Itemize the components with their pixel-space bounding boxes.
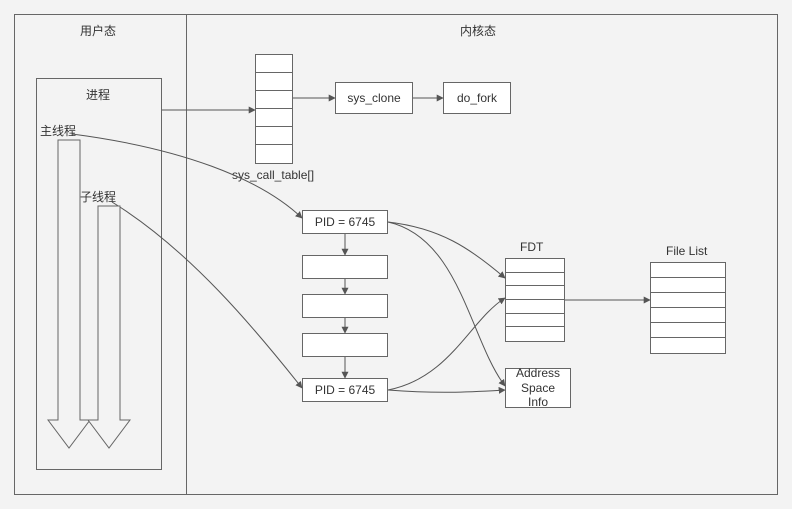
sys-call-table-label: sys_call_table[] bbox=[232, 168, 314, 182]
divider-line bbox=[186, 14, 187, 495]
file-list-label: File List bbox=[666, 244, 707, 258]
pid-bottom-text: PID = 6745 bbox=[315, 383, 375, 397]
do-fork-box: do_fork bbox=[443, 82, 511, 114]
sys-call-table-stack bbox=[255, 54, 293, 164]
address-space-text: Address Space Info bbox=[510, 366, 566, 409]
fdt-label: FDT bbox=[520, 240, 543, 254]
sys-clone-box: sys_clone bbox=[335, 82, 413, 114]
do-fork-text: do_fork bbox=[457, 91, 497, 105]
mid-box-3 bbox=[302, 333, 388, 357]
main-thread-label: 主线程 bbox=[40, 122, 76, 139]
address-space-box: Address Space Info bbox=[505, 368, 571, 408]
mid-box-1 bbox=[302, 255, 388, 279]
mid-box-2 bbox=[302, 294, 388, 318]
kernel-mode-label: 内核态 bbox=[460, 22, 496, 39]
diagram-canvas: 用户态 内核态 进程 主线程 子线程 sys_call_table[] sys_… bbox=[0, 0, 792, 509]
pid-top-box: PID = 6745 bbox=[302, 210, 388, 234]
fdt-stack bbox=[505, 258, 565, 342]
pid-bottom-box: PID = 6745 bbox=[302, 378, 388, 402]
child-thread-label: 子线程 bbox=[80, 188, 116, 205]
user-mode-label: 用户态 bbox=[80, 22, 116, 39]
process-title: 进程 bbox=[86, 86, 110, 103]
sys-clone-text: sys_clone bbox=[347, 91, 400, 105]
pid-top-text: PID = 6745 bbox=[315, 215, 375, 229]
file-list-stack bbox=[650, 262, 726, 354]
